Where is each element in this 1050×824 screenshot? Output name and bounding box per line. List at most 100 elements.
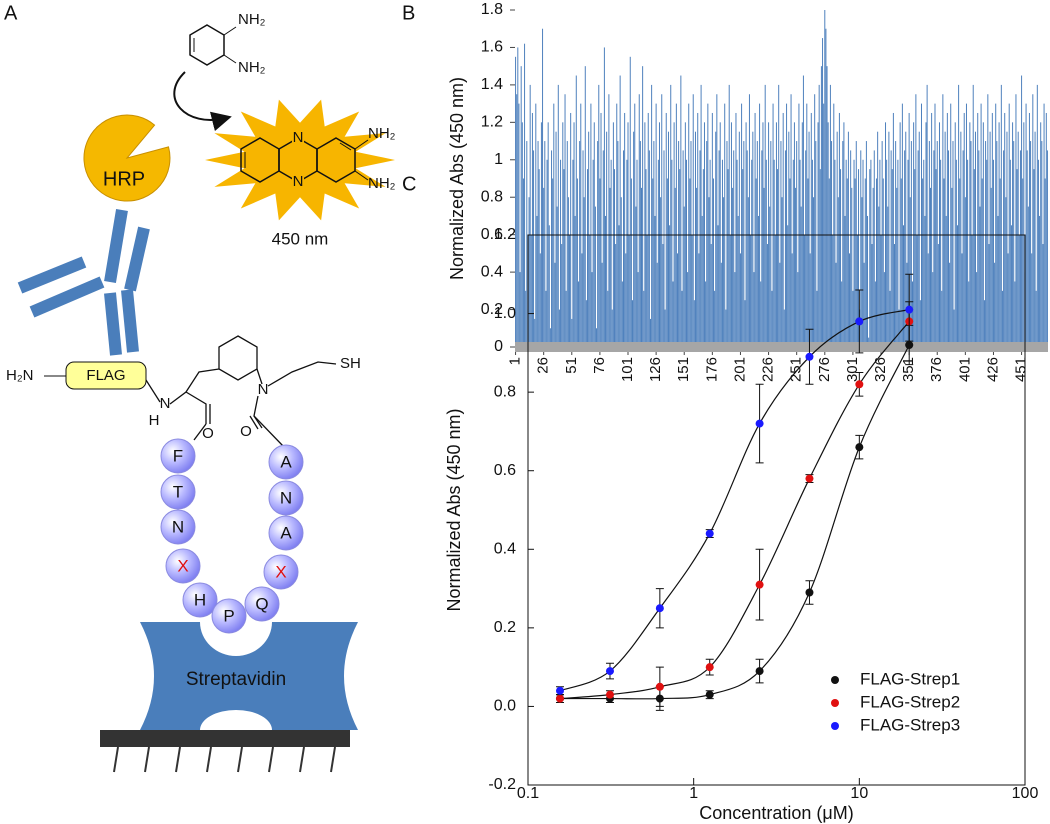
bar (635, 206, 637, 347)
bar (591, 272, 593, 347)
bar (699, 150, 701, 347)
bar (924, 215, 926, 347)
fit-curve (559, 309, 910, 692)
flag-tag (65, 361, 147, 390)
bar (769, 206, 771, 347)
bar (815, 141, 817, 347)
bar (973, 169, 975, 347)
bead (160, 438, 196, 474)
bar (806, 103, 808, 347)
bar (824, 10, 826, 347)
bar (1008, 103, 1010, 347)
bar (796, 141, 798, 347)
bar (881, 141, 883, 347)
bar (772, 103, 774, 347)
bar (953, 309, 955, 347)
residue-label: H (194, 590, 206, 609)
bar (641, 187, 643, 347)
bar (809, 253, 811, 347)
bar (533, 150, 535, 347)
bar (774, 234, 776, 347)
y-tick-label: 0.8 (481, 188, 503, 205)
bar (828, 178, 830, 347)
starburst (205, 99, 395, 221)
bar (525, 290, 527, 347)
bar (565, 290, 567, 347)
bar (880, 234, 882, 347)
y-tick-label: 0.2 (494, 619, 516, 636)
bar (663, 150, 665, 347)
point (605, 690, 614, 699)
bar (877, 131, 879, 347)
bar (955, 159, 957, 347)
bond (223, 54, 237, 64)
point (555, 686, 564, 695)
y-tick-label: 0.8 (494, 383, 516, 400)
bar (1025, 103, 1027, 347)
atom-label: N (293, 129, 304, 146)
bar (810, 112, 812, 347)
bar (518, 103, 520, 347)
bar (863, 262, 865, 347)
bar (795, 187, 797, 347)
bar (916, 234, 918, 347)
bar (918, 131, 920, 347)
bar (908, 112, 910, 347)
bar (787, 225, 789, 347)
bar (705, 281, 707, 347)
bar (965, 103, 967, 347)
bar (974, 131, 976, 347)
bar (841, 281, 843, 347)
bar (715, 131, 717, 347)
bar (988, 244, 990, 347)
bar (995, 103, 997, 347)
bar (901, 103, 903, 347)
bond (354, 170, 369, 181)
bar (750, 234, 752, 347)
bar (672, 281, 674, 347)
bar (802, 75, 804, 348)
bar (951, 187, 953, 347)
residue-label: N (172, 517, 184, 536)
bar (534, 318, 536, 347)
residue-label: F (173, 446, 183, 465)
bar (791, 253, 793, 347)
panel-label: C (402, 173, 416, 195)
bar (778, 84, 780, 347)
bar (914, 169, 916, 347)
bar (616, 103, 618, 347)
bar (556, 206, 558, 347)
bar (790, 94, 792, 347)
bar (736, 159, 738, 347)
bar (992, 159, 994, 347)
bar (603, 47, 605, 347)
bar (575, 75, 577, 348)
fit-curve (559, 321, 910, 700)
bar (782, 112, 784, 347)
bar (876, 178, 878, 347)
bar (915, 94, 917, 347)
legend-label: FLAG-Strep1 (860, 669, 960, 688)
antibody (17, 209, 150, 356)
y-tick-label: -0.2 (488, 776, 516, 793)
bar (910, 141, 912, 347)
x-tick-label: 1 (689, 785, 698, 802)
bar (991, 112, 993, 347)
bar (937, 244, 939, 347)
bar (825, 28, 827, 347)
bead (165, 548, 201, 584)
bar (833, 103, 835, 347)
bar (621, 281, 623, 347)
bar (860, 150, 862, 347)
residue-label: N (280, 488, 292, 507)
bar (549, 328, 551, 347)
bar (829, 84, 831, 347)
bar (697, 112, 699, 347)
bar (1013, 141, 1015, 347)
bar (706, 141, 708, 347)
bar (1016, 169, 1018, 347)
bar (1001, 290, 1003, 347)
bar (997, 215, 999, 347)
bar (856, 234, 858, 347)
bar (945, 215, 947, 347)
